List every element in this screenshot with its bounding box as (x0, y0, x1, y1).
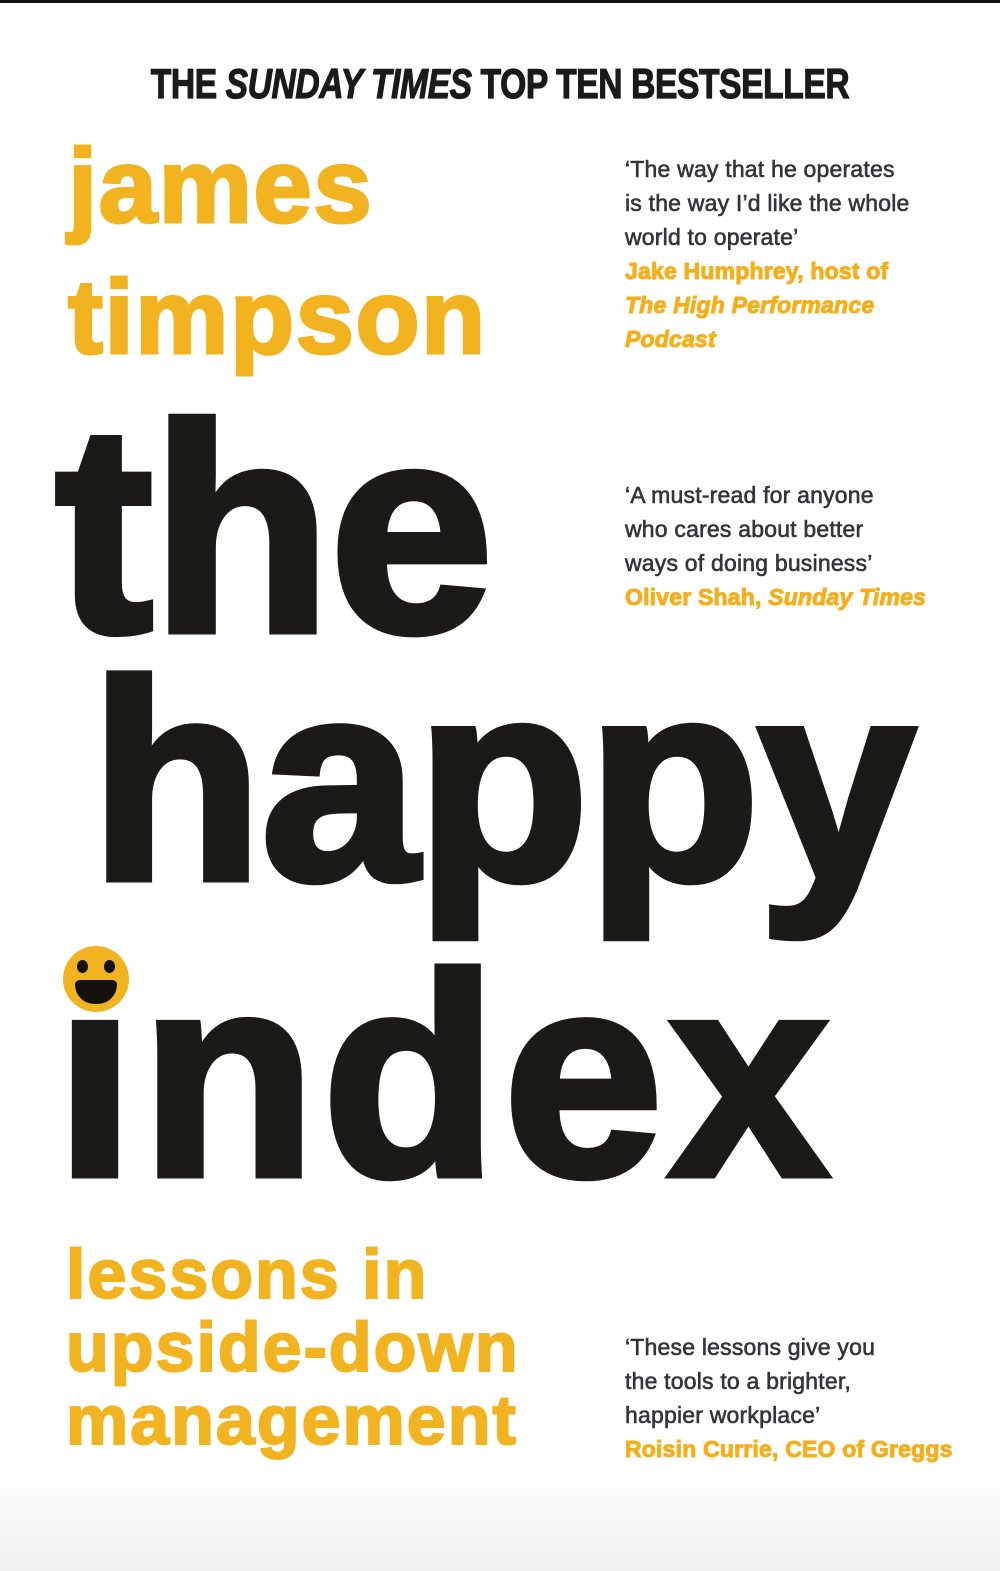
quote-roisin-currie: ‘These lessons give you the tools to a b… (625, 1330, 985, 1466)
quote-line: ways of doing business’ (625, 550, 873, 577)
quote-line: ‘A must-read for anyone (625, 482, 874, 509)
subtitle-line: upside-down (65, 1308, 520, 1386)
smiley-icon (63, 946, 129, 1012)
quote-attribution: Roisin Currie, CEO of Greggs (625, 1432, 985, 1466)
bestseller-banner: THE SUNDAY TIMES TOP TEN BESTSELLER (100, 60, 900, 107)
quote-oliver-shah: ‘A must-read for anyone who cares about … (625, 478, 985, 614)
attribution-source: The High Performance Podcast (625, 292, 875, 353)
quote-line: world to operate’ (625, 224, 799, 251)
author-name: james timpson (67, 121, 487, 383)
author-last-name: timpson (67, 258, 487, 378)
author-first-name: james (67, 127, 374, 247)
quote-attribution: Jake Humphrey, host of The High Performa… (625, 254, 985, 356)
page-bottom-shading (0, 1468, 1000, 1571)
quote-attribution: Oliver Shah, Sunday Times (625, 580, 985, 614)
quote-line: ‘These lessons give you (625, 1334, 876, 1361)
banner-publication: SUNDAY TIMES (225, 60, 472, 107)
title-word-index: ındex (52, 915, 835, 1236)
quote-line: ‘The way that he operates (625, 156, 895, 183)
quote-jake-humphrey: ‘The way that he operates is the way I’d… (625, 152, 985, 356)
attribution-source: Sunday Times (768, 584, 927, 611)
quote-line: who cares about better (625, 516, 864, 543)
title-word-happy: happy (86, 623, 918, 939)
quote-line: the tools to a brighter, (625, 1368, 851, 1395)
smiley-right-eye (104, 960, 115, 973)
subtitle-line: management (65, 1381, 518, 1459)
banner-prefix: THE (150, 60, 226, 107)
quote-line: happier workplace’ (625, 1402, 821, 1429)
top-edge-bar (0, 0, 1000, 3)
attribution-name: Jake Humphrey, host of (625, 258, 889, 285)
quote-line: is the way I’d like the whole (625, 190, 910, 217)
subtitle-line: lessons in (65, 1235, 429, 1313)
attribution-name: Roisin Currie, CEO of Greggs (625, 1436, 953, 1463)
attribution-name: Oliver Shah, (625, 584, 762, 611)
title-word-the: the (52, 364, 497, 694)
smiley-left-eye (77, 960, 88, 973)
banner-suffix: TOP TEN BESTSELLER (471, 60, 850, 107)
subtitle: lessons in upside-down management (65, 1235, 520, 1459)
